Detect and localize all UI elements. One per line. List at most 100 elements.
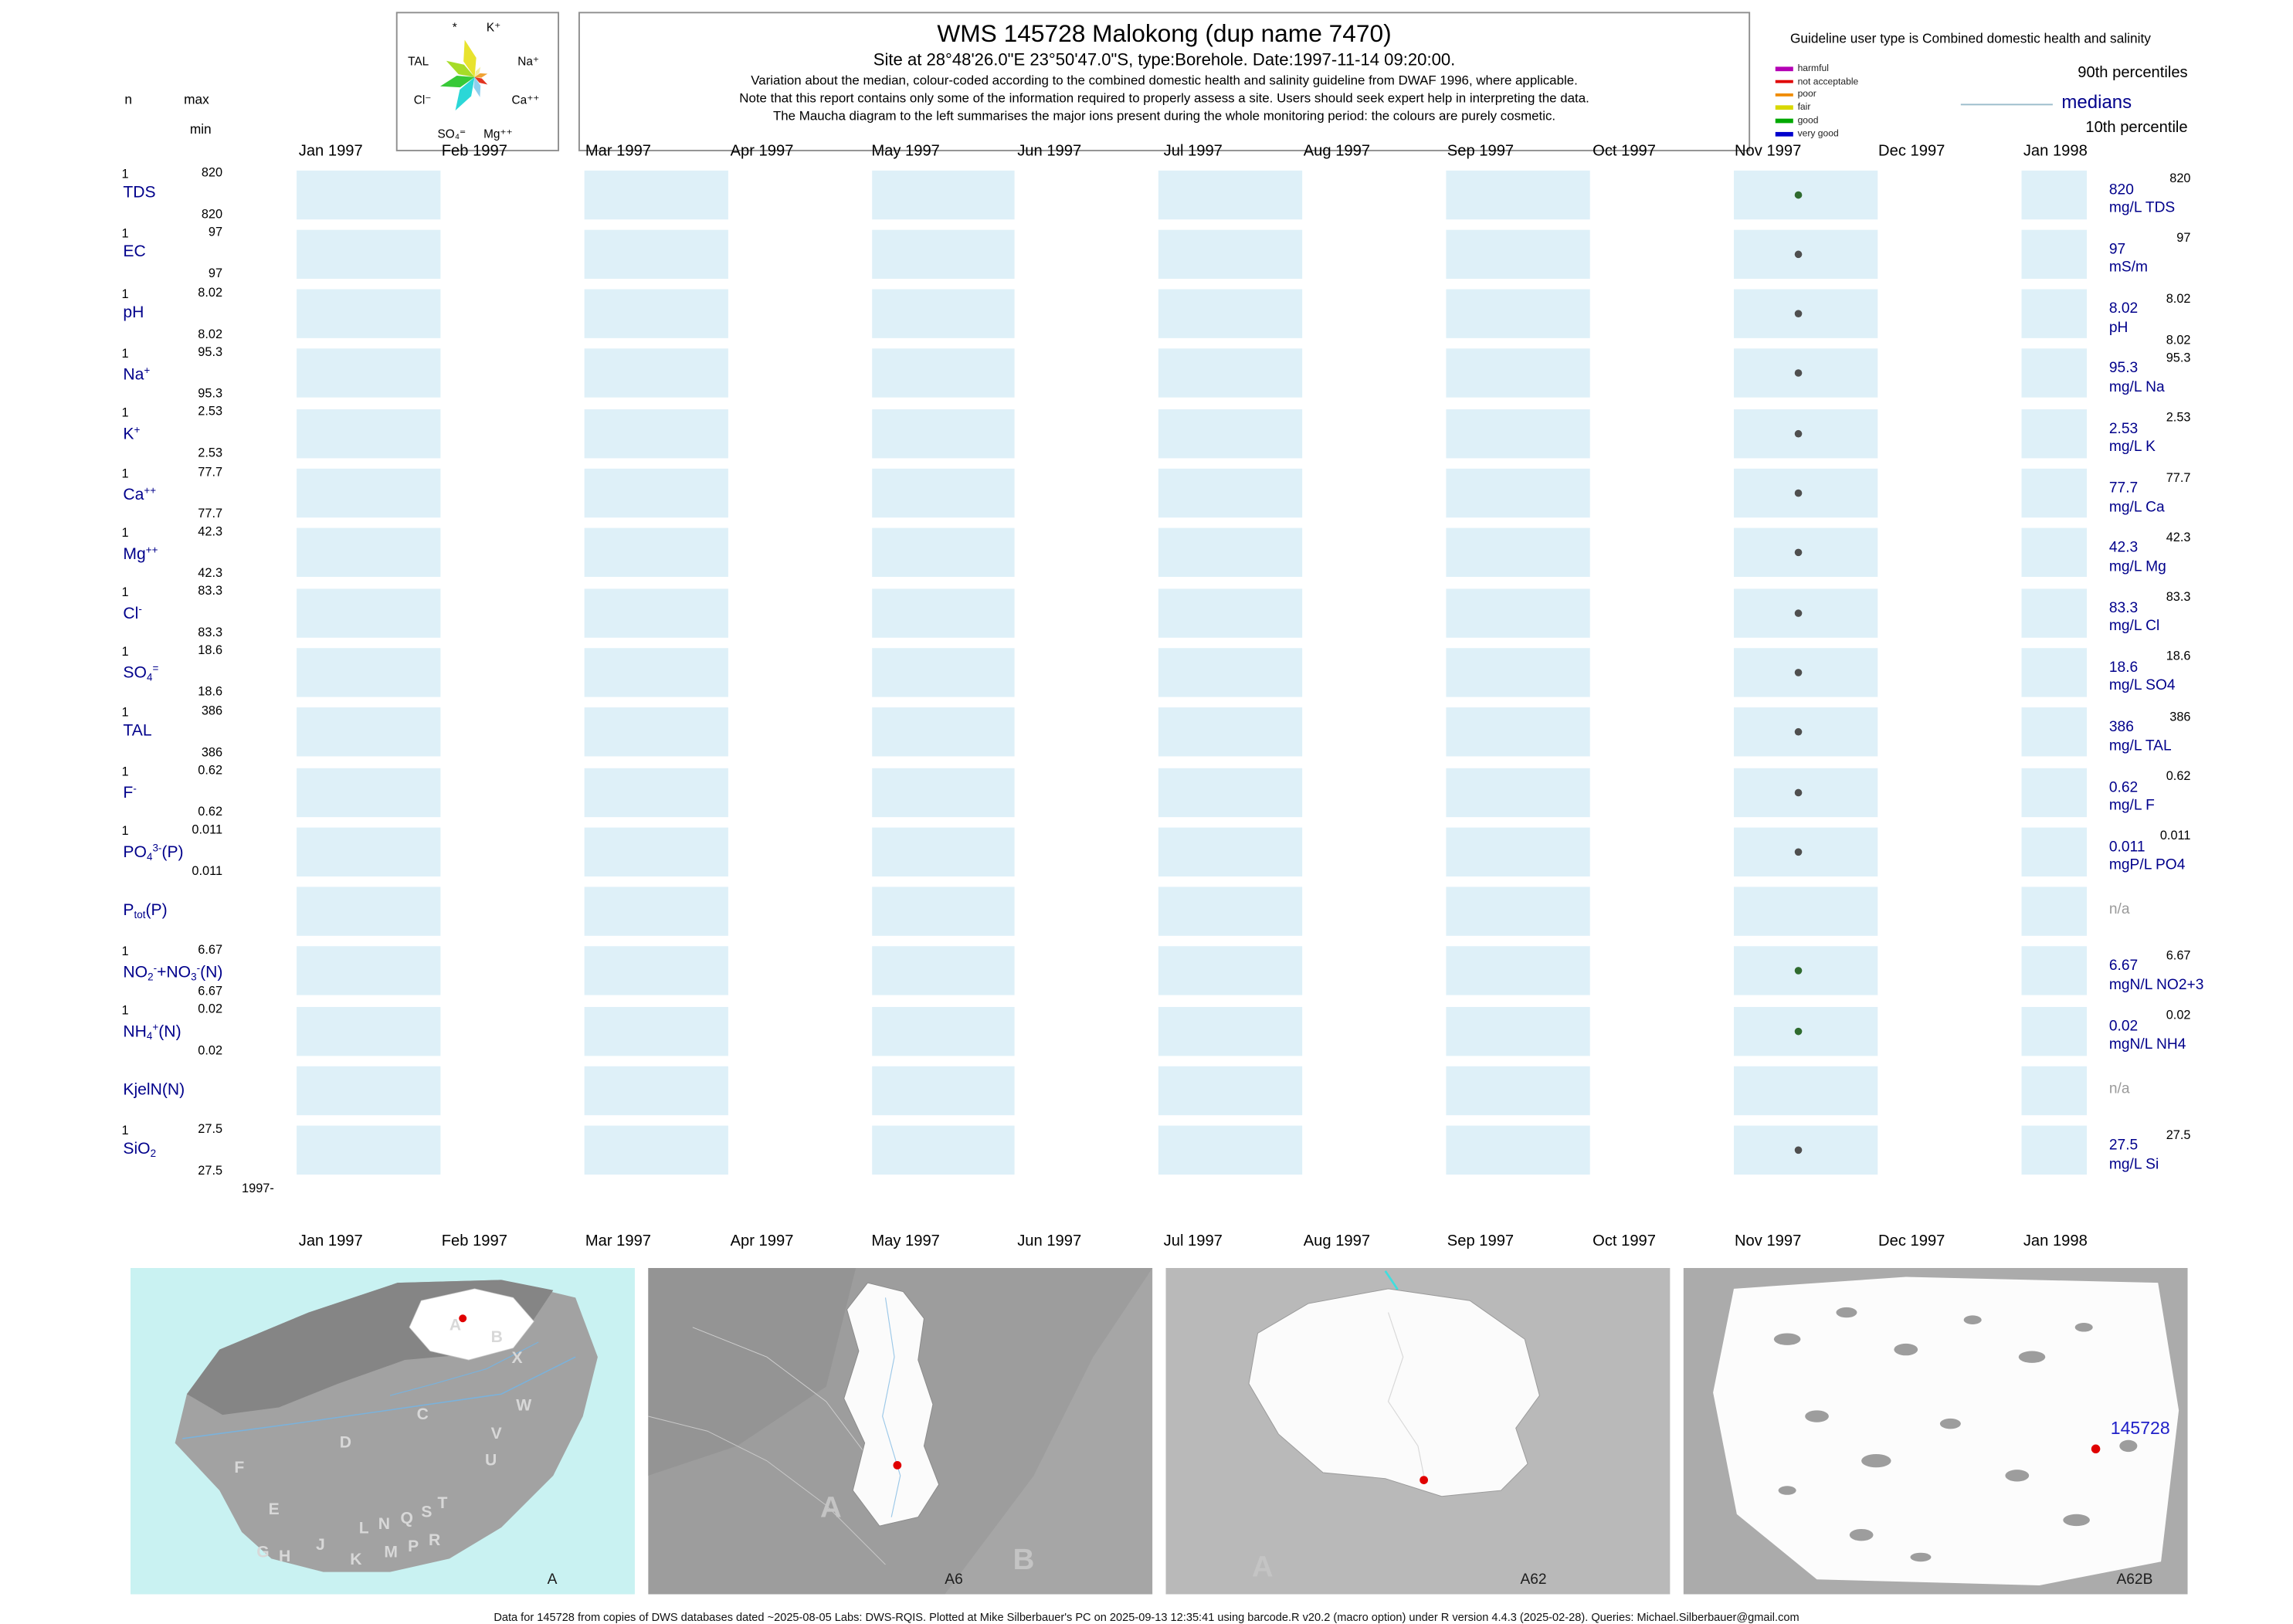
month-label: Dec 1997 (1878, 1232, 1945, 1250)
region-letter-H: H (279, 1548, 290, 1565)
month-band (2021, 767, 2088, 817)
row-max-value: 83.3 (198, 582, 223, 598)
maucha-label-k: K⁺ (486, 20, 501, 35)
month-label: Apr 1997 (730, 1232, 794, 1250)
map-a62b-svg: A62B (1683, 1267, 2188, 1595)
row-n-count: 1 (121, 345, 129, 361)
row-n-count: 1 (121, 405, 129, 420)
param-row-ec: EC 1 97 97 97 97 mS/m (0, 225, 2293, 284)
site-marker (459, 1314, 467, 1323)
row-max-value: 97 (208, 224, 223, 239)
month-grid (237, 767, 2088, 817)
row-median-value: 18.6 (2108, 659, 2139, 676)
row-median-value: 95.3 (2108, 361, 2139, 378)
maucha-wedge-TAL (446, 60, 475, 77)
param-row-na: Na+ 1 95.3 95.3 95.3 95.3 mg/L Na (0, 344, 2293, 403)
maucha-wedge-SO4 (455, 76, 475, 111)
row-min-value: 8.02 (198, 325, 223, 341)
param-name: EC (123, 243, 146, 262)
param-name: PO43-(P) (123, 844, 184, 864)
month-band (297, 767, 441, 817)
month-band (1446, 528, 1590, 578)
site-info: Site at 28°48'26.0"E 23°50'47.0"S, type:… (873, 52, 1456, 70)
month-grid (237, 827, 2088, 876)
param-row-tds: TDS 1 820 820 820 820 mg/L TDS (0, 164, 2293, 224)
boundary-line (648, 1415, 886, 1565)
month-band (1733, 827, 1878, 876)
param-row-mg: Mg++ 1 42.3 42.3 42.3 42.3 mg/L Mg (0, 524, 2293, 583)
row-max-value: 820 (201, 164, 223, 180)
month-band (1158, 1126, 1303, 1175)
map-panel-a6: A6 A B (648, 1267, 1153, 1595)
row-min-value: 95.3 (198, 385, 223, 401)
month-label: Oct 1997 (1593, 1232, 1656, 1250)
month-band (1446, 827, 1590, 876)
month-band (1733, 349, 1878, 398)
param-name: TDS (123, 184, 156, 202)
map-a6-svg: A6 A B (648, 1267, 1153, 1595)
site-marker (893, 1461, 902, 1470)
row-90th-percentile-value: 8.02 (2166, 290, 2191, 305)
month-band (584, 229, 728, 279)
month-band (871, 409, 1016, 458)
row-max-value: 8.02 (198, 283, 223, 300)
row-unit-label: mgN/L NO2+3 (2108, 977, 2204, 994)
row-median-value: 77.7 (2108, 480, 2139, 497)
row-n-count: 1 (121, 225, 129, 241)
sample-dot (1793, 310, 1802, 318)
row-median-value: 0.62 (2108, 779, 2139, 796)
month-band (1733, 1126, 1878, 1175)
month-grid (237, 289, 2088, 339)
month-band (297, 349, 441, 398)
month-band (1733, 169, 1878, 219)
month-grid (237, 229, 2088, 279)
month-band (584, 648, 728, 697)
maucha-diagram-panel: * K⁺ TAL Na⁺ Cl⁻ Ca⁺⁺ SO₄⁼ Mg⁺⁺ (395, 12, 560, 151)
month-band (297, 827, 441, 876)
site-number-label: 145728 (2110, 1417, 2170, 1439)
site-marker (2091, 1444, 2101, 1454)
row-90th-percentile-value: 27.5 (2166, 1127, 2191, 1142)
catchment-a62-shape (1248, 1288, 1540, 1497)
sample-dot (1793, 967, 1802, 975)
row-no-data-label: n/a (2108, 1080, 2130, 1097)
month-band (2021, 1066, 2088, 1116)
row-min-value: 42.3 (198, 565, 223, 580)
rating-label: very good (1797, 128, 1839, 140)
month-band (584, 588, 728, 638)
param-row-kjeln: KjelN(N) n/a (0, 1061, 2293, 1121)
sample-dot (1793, 848, 1802, 856)
month-band (1733, 229, 1878, 279)
month-band (871, 827, 1016, 876)
month-grid (237, 169, 2088, 219)
row-median-value: 42.3 (2108, 540, 2139, 557)
row-unit-label: mgN/L NH4 (2108, 1036, 2186, 1053)
map-code: A62B (2116, 1571, 2152, 1588)
row-n-count: 1 (121, 764, 129, 779)
row-unit-label: mgP/L PO4 (2108, 857, 2186, 874)
month-band (1158, 946, 1303, 996)
catchment-a62b-shape (1713, 1276, 2179, 1585)
month-band (2021, 349, 2088, 398)
region-letter-R: R (429, 1531, 440, 1549)
rating-harmful: harmful (1775, 63, 1939, 76)
month-band (297, 1006, 441, 1056)
month-band (1158, 229, 1303, 279)
guideline-user-type: Guideline user type is Combined domestic… (1789, 31, 2151, 46)
month-band (1446, 229, 1590, 279)
month-band (871, 528, 1016, 578)
month-band (1158, 409, 1303, 458)
month-grid (237, 588, 2088, 638)
row-max-value: 0.02 (198, 1001, 223, 1016)
maucha-label-star: * (452, 20, 457, 35)
param-name: NH4+(N) (123, 1023, 181, 1043)
param-row-ph: pH 1 8.02 8.02 8.02 8.02 pH 8.02 (0, 283, 2293, 347)
region-letter-B: B (1013, 1543, 1035, 1576)
month-band (584, 349, 728, 398)
month-grid (237, 707, 2088, 757)
month-band (1733, 648, 1878, 697)
row-max-value: 77.7 (198, 463, 223, 479)
month-band (1446, 1066, 1590, 1116)
param-name: TAL (123, 721, 152, 740)
param-row-tal: TAL 1 386 386 386 386 mg/L TAL (0, 703, 2293, 762)
